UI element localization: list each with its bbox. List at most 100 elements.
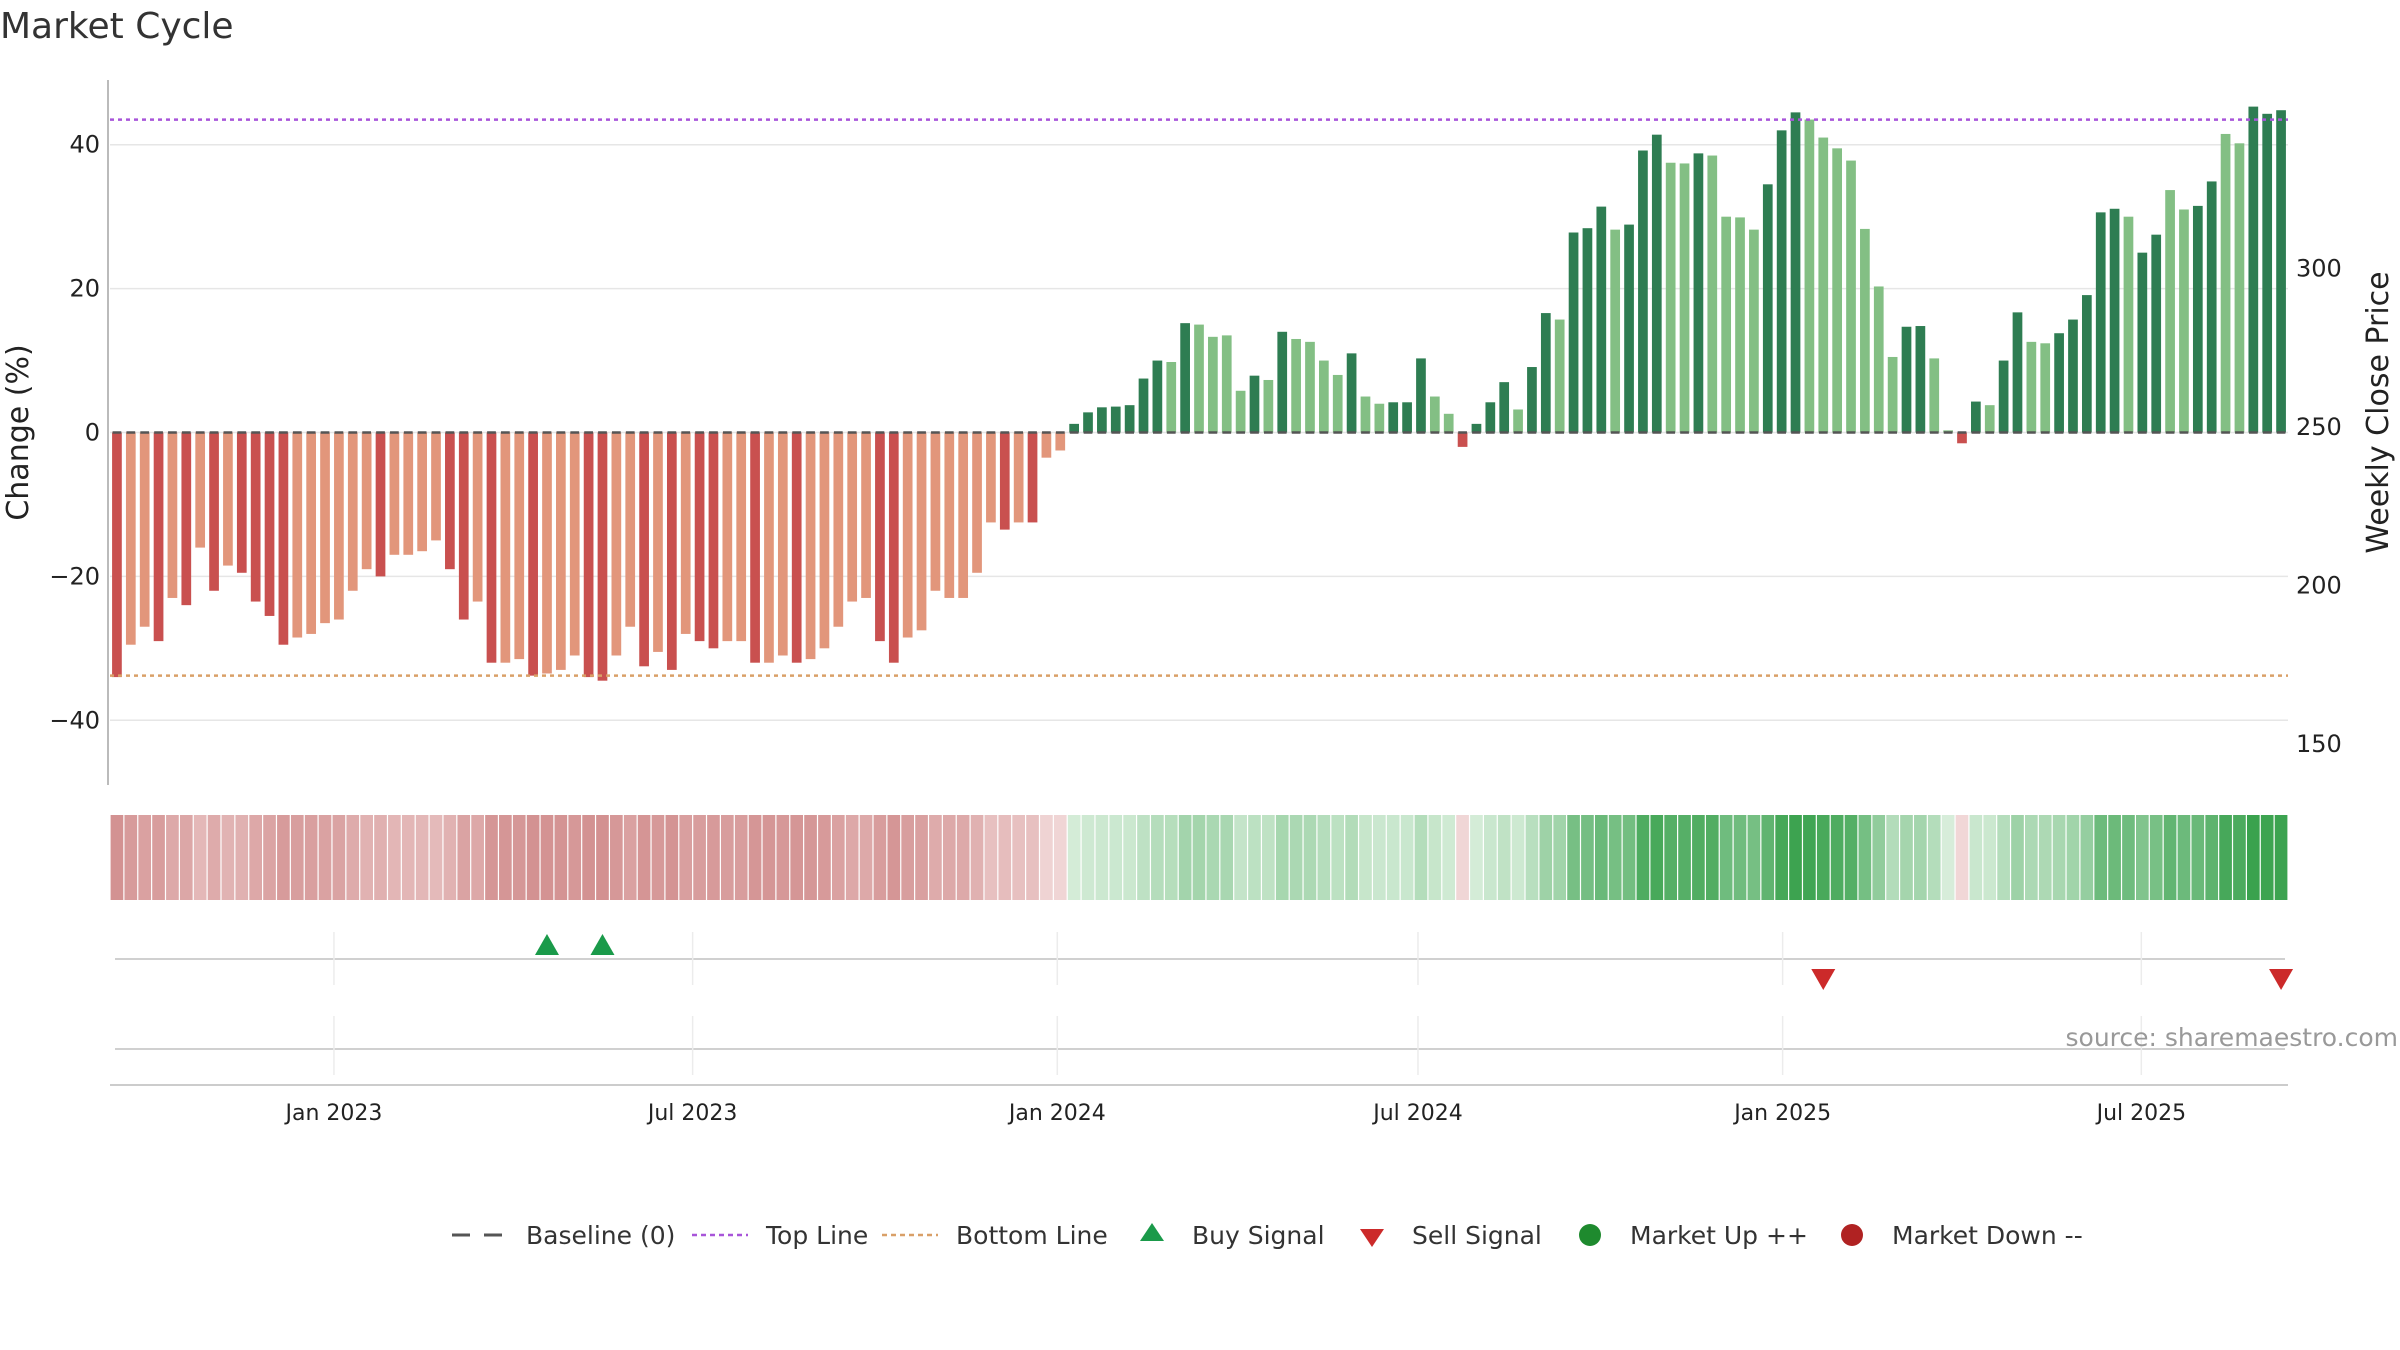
change-bar: [1249, 375, 1260, 433]
change-bar: [542, 432, 552, 674]
heat-cell: [1705, 815, 1719, 900]
change-bar: [2054, 333, 2064, 433]
change-bar: [1513, 409, 1523, 433]
legend-item-bottom: Bottom Line: [882, 1221, 1108, 1250]
change-bar: [1596, 206, 1607, 433]
change-bar: [264, 432, 275, 616]
change-bar: [1263, 379, 1274, 433]
heat-cell: [1927, 815, 1941, 900]
heat-cell: [1178, 815, 1192, 900]
heat-cell: [1026, 815, 1039, 900]
legend-item-sell: Sell Signal: [1360, 1221, 1542, 1250]
legend-item-buy: Buy Signal: [1140, 1221, 1325, 1250]
heat-cell: [1123, 815, 1136, 900]
heat-cell: [887, 815, 901, 900]
change-bar: [2095, 212, 2106, 433]
change-bar: [1971, 401, 1981, 433]
momentum-heat-strip: [110, 815, 2288, 900]
change-bar: [1055, 432, 1066, 451]
change-bar: [1124, 405, 1135, 433]
heat-cell: [485, 815, 498, 900]
x-tick-label: Jan 2025: [1732, 1101, 1831, 1126]
change-bar: [2068, 319, 2078, 433]
heat-cell: [2080, 815, 2094, 900]
change-bar: [2179, 209, 2189, 433]
heat-cell: [1262, 815, 1275, 900]
heat-cell: [1553, 815, 1567, 900]
heat-cell: [956, 815, 970, 900]
change-bar: [2276, 110, 2286, 433]
change-bar: [902, 432, 913, 638]
change-bar: [1804, 119, 1815, 433]
heat-cell: [693, 815, 706, 900]
heat-cell: [401, 815, 415, 900]
change-bar: [486, 432, 497, 663]
heat-cell: [429, 815, 443, 900]
change-bar: [972, 432, 982, 573]
heat-cell: [623, 815, 637, 900]
change-bar: [1679, 163, 1690, 433]
change-bar: [1180, 323, 1190, 433]
heat-cell: [984, 815, 998, 900]
change-bar: [958, 432, 969, 598]
heat-cell: [1608, 815, 1622, 900]
heat-cell: [1900, 815, 1913, 900]
change-bar: [1208, 336, 1218, 433]
change-bar: [431, 432, 441, 541]
change-bar: [597, 432, 608, 681]
change-bar: [1665, 162, 1676, 433]
heat-cell: [748, 815, 762, 900]
change-bar: [445, 432, 455, 570]
buy-signal-marker: [534, 934, 559, 955]
heat-cell: [1470, 815, 1483, 900]
heat-cell: [1664, 815, 1678, 900]
change-bar: [209, 432, 219, 591]
heat-cell: [1359, 815, 1372, 900]
y-tick-label: −40: [49, 706, 100, 734]
change-bar: [334, 432, 344, 620]
heat-cell: [2094, 815, 2108, 900]
heat-cell: [2011, 815, 2024, 900]
heat-cell: [1053, 815, 1067, 900]
heat-cell: [2233, 815, 2246, 900]
change-bar: [320, 432, 330, 624]
change-bar: [1221, 335, 1232, 433]
change-bar: [195, 432, 206, 548]
change-bar: [736, 432, 747, 642]
change-bar: [1360, 396, 1371, 433]
heat-cell: [831, 815, 845, 900]
change-bar: [2220, 133, 2231, 433]
legend: Baseline (0) Top Line Bottom Line Buy Signa…: [452, 1221, 2083, 1250]
change-bar: [1527, 367, 1537, 433]
heat-cell: [1886, 815, 1899, 900]
change-bar: [666, 432, 677, 670]
change-bar: [2248, 106, 2259, 433]
change-bar: [875, 432, 885, 642]
y2-tick-label: 300: [2296, 255, 2342, 283]
heat-cell: [1803, 815, 1816, 900]
heat-cell: [1386, 815, 1400, 900]
heat-cell: [360, 815, 373, 900]
change-bar: [1776, 130, 1787, 433]
heat-cell: [1678, 815, 1691, 900]
change-bar: [722, 432, 733, 642]
heat-cell: [1941, 815, 1955, 900]
change-bar: [2109, 208, 2120, 433]
change-bar: [1790, 112, 1801, 433]
change-bar: [1110, 406, 1121, 433]
heat-cell: [1692, 815, 1705, 900]
legend-item-down: Market Down --: [1841, 1221, 2083, 1250]
change-bar: [1138, 378, 1149, 433]
change-bar: [1318, 360, 1329, 433]
change-bar: [181, 432, 192, 606]
heat-cell: [2274, 815, 2288, 900]
change-bar: [888, 432, 899, 663]
change-bar: [1305, 341, 1315, 433]
change-bar: [2081, 295, 2092, 433]
heat-cell: [707, 815, 720, 900]
change-bar: [625, 432, 636, 627]
heat-cell: [582, 815, 595, 900]
heat-cell: [415, 815, 429, 900]
legend-item-top: Top Line: [692, 1221, 868, 1250]
change-bar: [819, 432, 830, 649]
